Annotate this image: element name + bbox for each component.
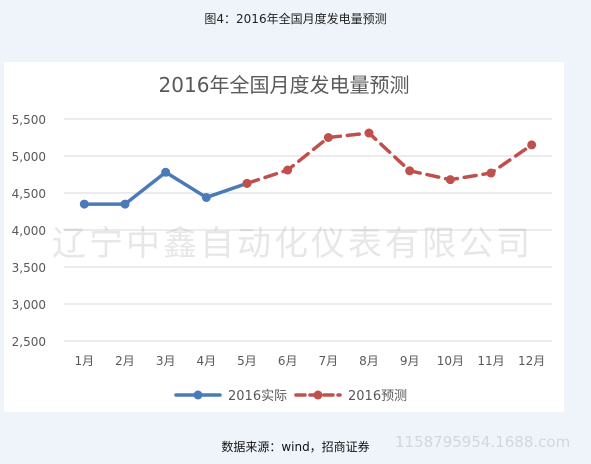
data-point-actual [201,192,211,202]
y-tick-label: 4,000 [12,224,46,238]
x-tick-label: 1月 [75,354,95,368]
x-axis-ticks: 1月 2月 3月 4月 5月 6月 7月 8月 9月 10月 11月 12月 [75,354,546,368]
data-point-forecast [364,128,374,138]
data-point-actual [79,199,89,209]
series-line-forecast [245,131,534,186]
series-layer [79,128,537,209]
legend-marker-actual [193,390,203,400]
data-point-actual [120,199,130,209]
y-tick-label: 5,000 [12,150,46,164]
chart-title: 2016年全国月度发电量预测 [159,73,410,97]
x-tick-label: 8月 [359,354,379,368]
legend: 2016实际 2016预测 [174,389,407,404]
figure-caption: 图4：2016年全国月度发电量预测 [204,12,387,26]
legend-label-actual: 2016实际 [228,389,287,404]
data-point-forecast [527,140,537,150]
series-line-actual [82,170,249,206]
legend-marker-forecast [313,390,323,400]
x-tick-label: 12月 [518,354,545,368]
data-point-forecast [486,168,496,178]
x-tick-label: 3月 [156,354,176,368]
line-chart: 2016年全国月度发电量预测 2,500 3,000 3,500 4,000 4,500… [12,73,552,404]
y-tick-label: 4,500 [12,187,46,201]
y-tick-label: 3,500 [12,261,46,275]
x-tick-label: 9月 [400,354,420,368]
x-tick-label: 7月 [319,354,339,368]
data-point-forecast [405,166,415,176]
x-tick-label: 6月 [278,354,298,368]
y-axis-ticks: 2,500 3,000 3,500 4,000 4,500 5,000 5,500 [12,113,46,349]
y-tick-label: 3,000 [12,298,46,312]
x-tick-label: 4月 [197,354,217,368]
chart-card: 2016年全国月度发电量预测 2,500 3,000 3,500 4,000 4,500… [4,62,564,412]
source-note: 数据来源：wind，招商证券 [221,440,370,454]
y-tick-label: 5,500 [12,113,46,127]
data-point-forecast [242,178,252,188]
legend-label-forecast: 2016预测 [348,389,407,404]
x-tick-label: 10月 [437,354,464,368]
x-tick-label: 5月 [237,354,257,368]
data-point-actual [161,167,171,177]
y-tick-label: 2,500 [12,335,46,349]
data-point-forecast [445,175,455,185]
data-point-forecast [323,133,333,142]
x-tick-label: 11月 [477,354,504,368]
x-tick-label: 2月 [115,354,135,368]
data-point-forecast [283,165,293,175]
